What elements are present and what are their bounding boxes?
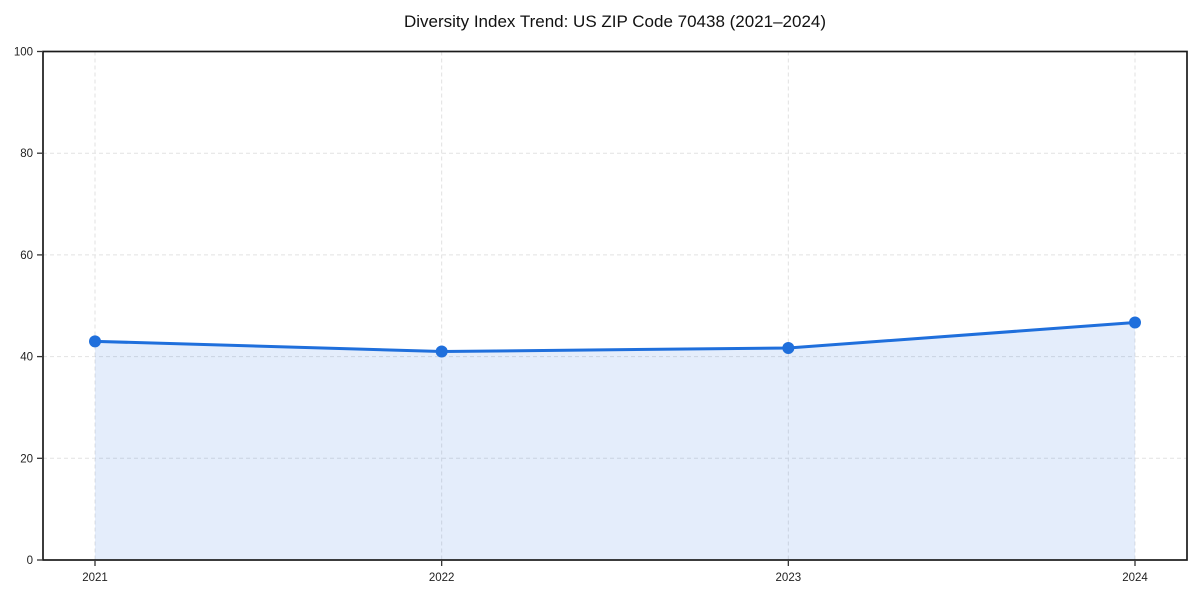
chart-title: Diversity Index Trend: US ZIP Code 70438…	[403, 12, 827, 31]
y-tick-label: 100	[14, 47, 33, 59]
x-tick-label: 2022	[429, 572, 455, 584]
y-tick-label: 0	[27, 555, 33, 567]
y-tick-label: 40	[20, 352, 33, 364]
axis-spines	[42, 50, 1188, 561]
y-tick-label: 20	[20, 453, 33, 465]
area-fill	[95, 322, 1135, 560]
data-point-marker	[435, 345, 448, 358]
x-tick-label: 2023	[776, 572, 802, 584]
x-tick-label: 2021	[82, 572, 108, 584]
data-point-marker	[1129, 316, 1141, 329]
trend-line	[93, 321, 1137, 354]
data-point-marker	[89, 335, 101, 348]
y-tick-label: 80	[20, 148, 33, 160]
x-tick-label: 2024	[1122, 572, 1148, 584]
y-tick-label: 60	[20, 250, 33, 262]
data-point-marker	[782, 341, 795, 354]
